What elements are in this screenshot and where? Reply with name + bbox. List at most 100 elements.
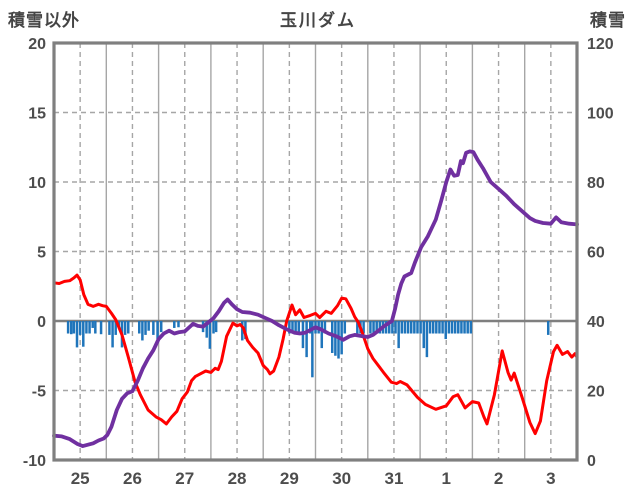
precipitation-bar	[403, 321, 407, 334]
left-axis-tick-label: 5	[37, 245, 46, 262]
precipitation-bar	[460, 321, 463, 334]
precipitation-bar	[375, 321, 378, 334]
precipitation-bar	[447, 321, 451, 334]
precipitation-bar	[431, 321, 435, 334]
x-axis-tick-label: 30	[332, 469, 351, 488]
precipitation-bar	[75, 321, 79, 348]
left-axis-tick-label: 10	[28, 175, 46, 192]
precipitation-bar	[214, 321, 218, 333]
left-axis-tick-label: -10	[23, 453, 46, 470]
precipitation-bar	[173, 321, 176, 328]
x-axis-tick-label: 27	[175, 469, 194, 488]
precipitation-bar	[137, 321, 141, 334]
precipitation-bar	[450, 321, 454, 334]
precipitation-bar	[291, 321, 294, 334]
precipitation-bar	[159, 321, 163, 333]
left-axis-tick-label: 0	[37, 314, 46, 331]
right-axis-tick-label: 60	[587, 245, 605, 262]
precipitation-bar	[453, 321, 457, 334]
precipitation-bar	[337, 321, 340, 359]
precipitation-bar	[311, 321, 314, 378]
precipitation-bar	[394, 321, 397, 334]
x-axis-tick-label: 3	[546, 469, 555, 488]
precipitation-bar	[78, 321, 82, 335]
right-axis-tick-label: 40	[587, 314, 605, 331]
precipitation-bar	[70, 321, 73, 335]
precipitation-bar	[356, 321, 359, 334]
temperature-line	[52, 273, 579, 436]
precipitation-bar	[463, 321, 466, 334]
precipitation-bar	[438, 321, 441, 334]
precipitation-bar	[413, 321, 416, 334]
right-axis-tick-label: 120	[587, 36, 614, 53]
precipitation-bar	[208, 321, 212, 349]
right-axis-tick-label: 0	[587, 453, 596, 470]
precipitation-bar	[419, 321, 422, 334]
plot-frame	[52, 41, 579, 462]
left-axis-title: 積雪以外	[8, 11, 80, 30]
precipitation-bar	[156, 321, 159, 340]
precipitation-bar	[88, 321, 91, 334]
x-axis-tick-label: 26	[123, 469, 142, 488]
x-axis-tick-label: 31	[384, 469, 403, 488]
precipitation-bar	[330, 321, 334, 353]
precipitation-bar	[127, 321, 130, 334]
precipitation-bar	[391, 321, 394, 334]
precipitation-bar	[428, 321, 432, 334]
precipitation-bar	[141, 321, 144, 341]
precipitation-bar	[320, 321, 324, 349]
precipitation-bar	[343, 321, 347, 334]
precipitation-bar	[108, 321, 111, 335]
left-axis-tick-label: -5	[32, 384, 46, 401]
precipitation-bar	[99, 321, 103, 335]
precipitation-bar	[466, 321, 469, 334]
precipitation-bar	[400, 321, 404, 334]
right-axis-tick-label: 80	[587, 175, 605, 192]
snow_depth-line	[52, 149, 579, 449]
precipitation-bar	[416, 321, 419, 334]
precipitation-bar	[469, 321, 473, 334]
precipitation-bar	[91, 321, 94, 328]
precipitation-bar	[72, 321, 76, 334]
precipitation-bar	[297, 321, 301, 334]
right-axis-tick-label: 20	[587, 384, 605, 401]
precipitation-bar	[457, 321, 460, 334]
precipitation-bar	[147, 321, 150, 331]
right-axis-tick-label: 100	[587, 106, 614, 123]
x-axis-tick-label: 1	[442, 469, 451, 488]
precipitation-bar	[435, 321, 438, 334]
precipitation-bar	[85, 321, 88, 334]
precipitation-bar	[441, 321, 444, 334]
precipitation-bar	[372, 321, 375, 334]
precipitation-bar	[425, 321, 429, 358]
precipitation-bar	[444, 321, 447, 340]
precipitation-bar	[309, 321, 312, 334]
precipitation-bar	[362, 321, 365, 334]
precipitation-bar	[294, 321, 297, 334]
precipitation-bar	[288, 321, 291, 334]
precipitation-bar	[334, 321, 337, 356]
precipitation-bar	[111, 321, 114, 348]
precipitation-bar	[323, 321, 327, 334]
x-axis-tick-label: 25	[71, 469, 90, 488]
x-axis-tick-label: 2	[494, 469, 503, 488]
precipitation-bar	[397, 321, 400, 349]
precipitation-bar	[409, 321, 413, 334]
precipitation-bar	[94, 321, 97, 334]
precipitation-bar	[123, 321, 127, 335]
precipitation-bar	[241, 321, 244, 341]
precipitation-bar	[369, 321, 372, 334]
precipitation-bar	[384, 321, 388, 334]
chart-title: 玉川ダム	[280, 11, 356, 30]
precipitation-bar	[406, 321, 410, 334]
precipitation-bar	[387, 321, 391, 334]
left-axis-tick-label: 20	[28, 36, 46, 53]
precipitation-bar	[152, 321, 155, 335]
x-axis-tick-label: 28	[228, 469, 247, 488]
x-axis-tick-label: 29	[280, 469, 299, 488]
precipitation-bar	[177, 321, 180, 328]
precipitation-bar	[144, 321, 147, 335]
precipitation-bar	[212, 321, 215, 334]
